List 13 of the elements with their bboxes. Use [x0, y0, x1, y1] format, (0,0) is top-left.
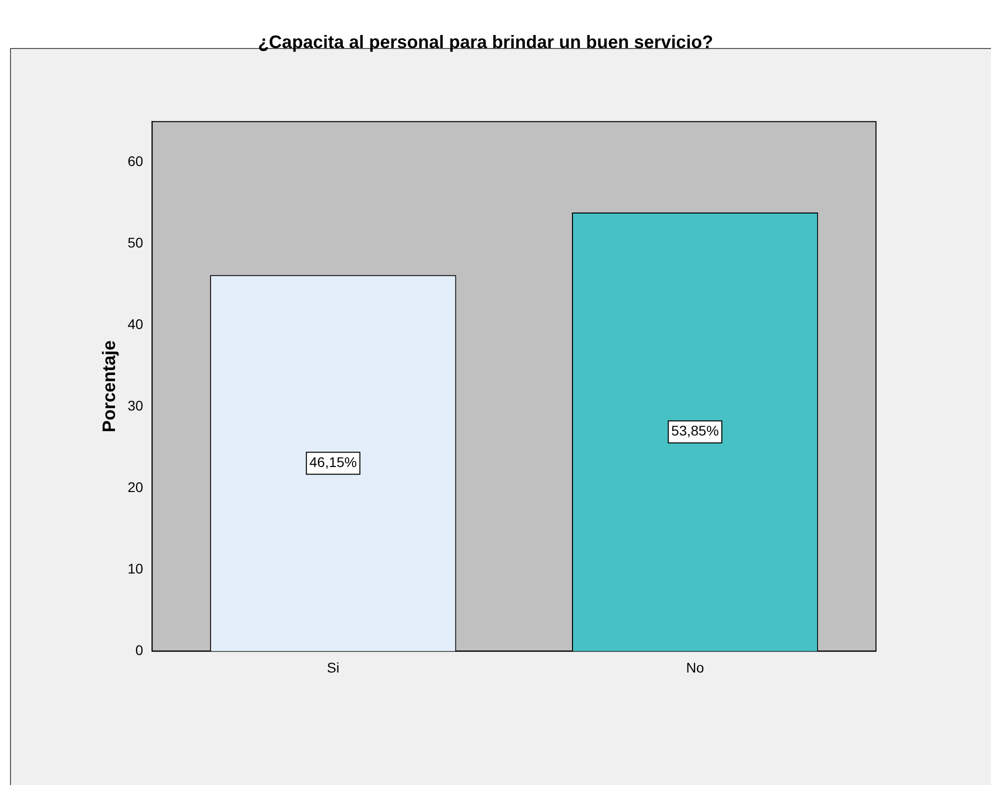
y-tick-label: 10 [128, 560, 144, 577]
y-tick-label: 40 [128, 316, 144, 332]
y-tick-label: 60 [128, 153, 144, 170]
x-tick-label: No [686, 659, 704, 676]
y-tick-label: 20 [128, 479, 144, 496]
y-tick-label: 0 [135, 642, 144, 658]
y-tick-label: 30 [128, 398, 144, 414]
x-tick-label: Si [326, 659, 340, 676]
chart-title: ¿Capacita al personal para brindar un buen servicio? [258, 32, 714, 52]
y-tick-label: 50 [128, 234, 144, 251]
y-axis-title: Porcentaje [98, 340, 119, 432]
data-label: 53,85% [671, 422, 719, 439]
data-label: 46,15% [309, 454, 357, 470]
